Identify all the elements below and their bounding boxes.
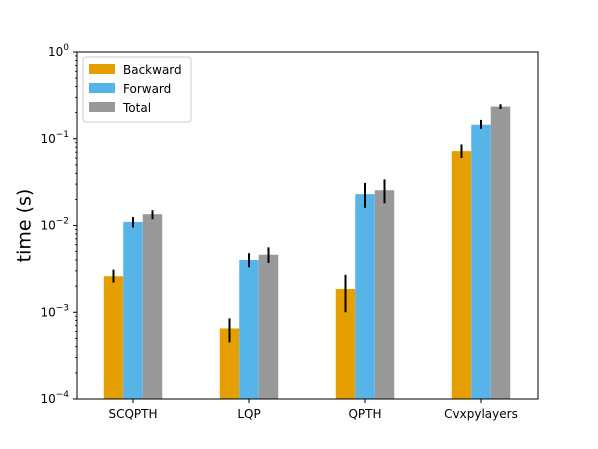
bar-forward-lqp (239, 260, 259, 399)
legend-swatch-forward (89, 83, 115, 93)
x-tick-label: SCQPTH (108, 407, 157, 421)
y-axis-label: time (s) (14, 189, 36, 263)
x-tick-label: QPTH (348, 407, 381, 421)
bar-backward-scqpth (103, 276, 124, 399)
errorbars-layer (112, 104, 502, 343)
bar-backward-qpth (335, 289, 356, 399)
legend: Backward Forward Total (82, 56, 192, 123)
x-axis: SCQPTH LQP QPTH Cvxpylayers (108, 399, 518, 421)
bar-forward-scqpth (123, 221, 143, 399)
y-tick-base: 10 (48, 45, 63, 59)
x-tick-label: Cvxpylayers (444, 407, 518, 421)
x-tick-label: LQP (237, 407, 260, 421)
y-tick-label: 10−2 (40, 217, 69, 233)
y-tick-label: 10−4 (40, 390, 69, 406)
y-tick-label: 10−1 (40, 130, 69, 146)
bar-backward-lqp (219, 328, 240, 399)
y-tick-exponent: −1 (56, 130, 69, 140)
y-tick-exponent: −2 (56, 217, 69, 227)
legend-label-forward: Forward (123, 82, 171, 96)
legend-swatch-total (89, 102, 115, 112)
legend-label-total: Total (122, 101, 151, 115)
y-tick-exponent: 0 (63, 43, 69, 53)
y-tick-exponent: −3 (56, 303, 69, 313)
bars-layer (103, 106, 511, 399)
y-tick-exponent: −4 (56, 390, 70, 400)
y-tick-base: 10 (40, 305, 55, 319)
legend-label-backward: Backward (123, 63, 182, 77)
bar-forward-qpth (355, 194, 375, 399)
bar-total-qpth (374, 190, 395, 399)
legend-swatch-backward (89, 64, 115, 74)
bar-backward-cvxpylayers (451, 151, 472, 399)
y-tick-base: 10 (40, 219, 55, 233)
bar-total-cvxpylayers (490, 106, 511, 399)
y-tick-label: 10−3 (40, 303, 69, 319)
y-tick-base: 10 (40, 392, 55, 406)
y-tick-label: 100 (48, 43, 69, 59)
bar-total-lqp (258, 254, 279, 399)
bar-total-scqpth (142, 214, 163, 399)
y-tick-base: 10 (40, 132, 55, 146)
bar-forward-cvxpylayers (471, 124, 491, 399)
